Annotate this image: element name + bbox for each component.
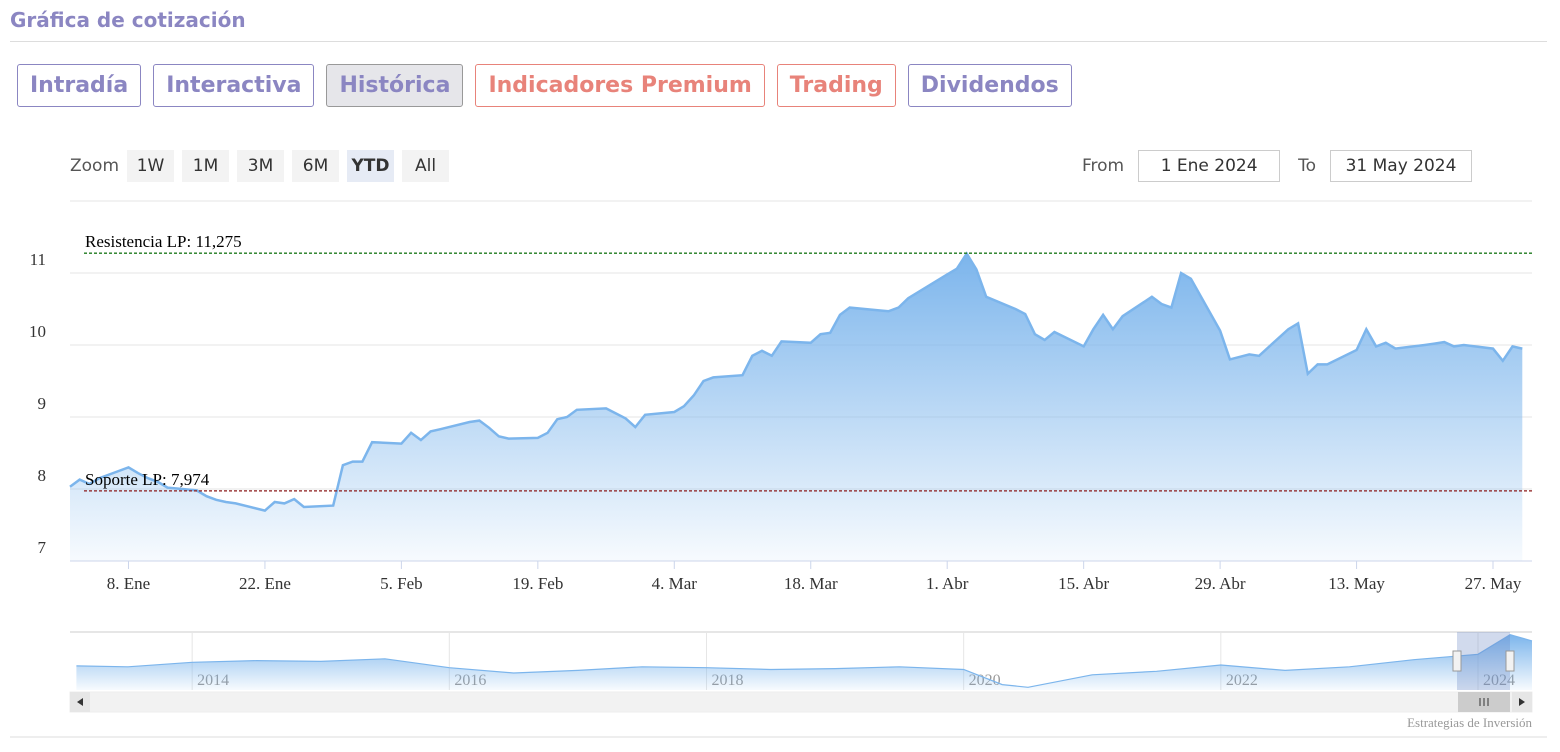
x-tick-label: 1. Abr — [926, 574, 969, 593]
navigator-handle[interactable] — [1505, 650, 1515, 672]
zoom-button[interactable]: All — [402, 150, 450, 182]
x-tick-label: 5. Feb — [380, 574, 423, 593]
plot-line-label: Resistencia LP: 11,275 — [85, 232, 242, 251]
from-input[interactable]: 1 Ene 2024 — [1138, 150, 1281, 182]
x-tick-label: 27. May — [1465, 574, 1522, 593]
credit: Estrategias de Inversión — [1407, 715, 1532, 730]
divider — [10, 41, 1547, 42]
x-tick-label: 18. Mar — [784, 574, 838, 593]
tab[interactable]: Trading — [776, 64, 896, 107]
y-tick-label: 7 — [38, 538, 47, 557]
y-tick-label: 11 — [30, 250, 46, 269]
tab[interactable]: Interactiva — [153, 64, 315, 107]
x-tick-label: 15. Abr — [1058, 574, 1109, 593]
thumb-grip — [1479, 698, 1489, 706]
zoom-button[interactable]: 1W — [127, 150, 175, 182]
to-input[interactable]: 31 May 2024 — [1330, 150, 1473, 182]
tab-bar: Intradía Interactiva Histórica Indicadores … — [17, 64, 1072, 107]
tab[interactable]: Indicadores Premium — [475, 64, 765, 107]
zoom-button[interactable]: 6M — [292, 150, 340, 182]
navigator-handle[interactable] — [1452, 650, 1462, 672]
navigator-area — [76, 634, 1532, 690]
x-tick-label: 4. Mar — [652, 574, 698, 593]
x-tick-label: 13. May — [1328, 574, 1385, 593]
arrow-left — [77, 698, 83, 706]
zoom-label: Zoom — [70, 156, 120, 176]
tab[interactable]: Intradía — [17, 64, 142, 107]
zoom-button[interactable]: YTD — [347, 150, 395, 182]
tab[interactable]: Histórica — [326, 64, 464, 107]
page-title: Gráfica de cotización — [10, 8, 246, 32]
x-tick-label: 19. Feb — [512, 574, 563, 593]
x-tick-label: 8. Ene — [107, 574, 150, 593]
area-fill — [70, 253, 1523, 561]
price-line — [69, 251, 1523, 512]
zoom-bar: Zoom 1W 1M 3M 6M YTD All — [70, 150, 450, 182]
y-tick-label: 9 — [38, 394, 47, 413]
navigator-selection — [1457, 632, 1510, 690]
x-tick-label: 22. Ene — [239, 574, 291, 593]
x-tick-label: 29. Abr — [1195, 574, 1246, 593]
arrow-right — [1519, 698, 1525, 706]
zoom-button[interactable]: 1M — [182, 150, 230, 182]
y-tick-label: 10 — [29, 322, 46, 341]
tab[interactable]: Dividendos — [907, 64, 1072, 107]
date-range: From 1 Ene 2024 To 31 May 2024 — [1082, 150, 1490, 182]
from-label: From — [1082, 156, 1125, 176]
scrollbar-track — [69, 691, 1533, 713]
plot-line-label: Soporte LP: 7,974 — [85, 470, 210, 489]
zoom-button[interactable]: 3M — [237, 150, 285, 182]
navigator-line — [76, 634, 1533, 688]
to-label: To — [1298, 156, 1317, 176]
y-tick-label: 8 — [38, 466, 47, 485]
